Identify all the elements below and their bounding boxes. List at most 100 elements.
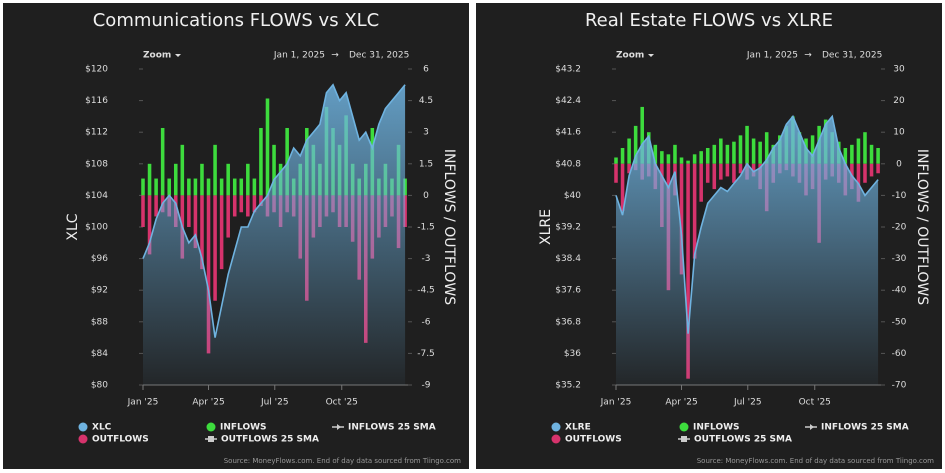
flow-bar — [252, 195, 257, 213]
flow-bar — [633, 125, 638, 164]
legend-label[interactable]: OUTFLOWS 25 SMA — [694, 435, 792, 445]
flow-bar — [876, 148, 880, 164]
flow-bar — [173, 163, 178, 196]
y2-tick-label: -6 — [422, 317, 431, 327]
y2-tick-label: 6 — [423, 65, 429, 75]
y-tick-label: $96 — [91, 254, 108, 264]
flow-bar — [259, 127, 263, 196]
flow-bar — [869, 163, 874, 177]
flow-bar — [673, 144, 677, 164]
legend-label[interactable]: OUTFLOWS 25 SMA — [221, 435, 319, 445]
chart-title: Real Estate FLOWS vs XLRE — [585, 10, 833, 31]
y-tick-label: $36.8 — [555, 317, 581, 327]
flow-bar — [869, 144, 874, 164]
zoom-button[interactable]: Zoom — [616, 51, 644, 61]
flow-bar — [141, 195, 145, 227]
flow-bar — [614, 157, 618, 164]
legend-label[interactable]: INFLOWS — [693, 423, 740, 433]
flow-bar — [863, 132, 867, 164]
legend-swatch — [679, 422, 689, 432]
flow-bar — [206, 178, 211, 196]
y-tick-label: $40 — [564, 191, 581, 201]
y-tick-label: $104 — [85, 191, 108, 201]
flow-bar — [738, 163, 743, 174]
range-start[interactable]: Jan 1, 2025 — [273, 51, 325, 61]
flow-bar — [732, 163, 736, 183]
y-tick-label: $35.2 — [555, 381, 581, 391]
legend-square — [681, 436, 687, 442]
x-tick-label: Apr '25 — [665, 398, 697, 408]
legend-label[interactable]: OUTFLOWS — [92, 435, 149, 445]
y2-tick-label: 1.5 — [419, 159, 433, 169]
y2-tick-label: 0 — [423, 191, 429, 201]
legend-swatch — [78, 434, 88, 444]
flow-bar — [725, 144, 730, 164]
range-arrow: → — [804, 51, 812, 61]
y2-tick-label: -60 — [892, 349, 907, 359]
y2-tick-label: 4.5 — [419, 96, 433, 106]
flow-bar — [285, 127, 289, 196]
y-tick-label: $120 — [85, 65, 108, 75]
flow-bar — [719, 163, 723, 180]
y2-tick-label: -7.5 — [417, 349, 435, 359]
flow-bar — [193, 178, 198, 196]
flow-bar — [246, 163, 250, 196]
flow-bar — [187, 195, 191, 227]
flow-bar — [705, 163, 710, 183]
range-end[interactable]: Dec 31, 2025 — [822, 51, 882, 61]
flow-bar — [758, 141, 762, 164]
y2-tick-label: 30 — [893, 65, 905, 75]
legend-label[interactable]: INFLOWS 25 SMA — [821, 423, 909, 433]
legend-label[interactable]: INFLOWS — [220, 423, 267, 433]
legend-arrow — [337, 424, 341, 430]
zoom-caret — [175, 54, 181, 57]
flow-bar — [141, 178, 145, 196]
flow-bar — [160, 127, 165, 196]
flow-bar — [666, 154, 671, 164]
y2-tick-label: -1.5 — [417, 223, 435, 233]
y-tick-label: $92 — [91, 286, 108, 296]
range-end[interactable]: Dec 31, 2025 — [349, 51, 409, 61]
legend-label[interactable]: INFLOWS 25 SMA — [348, 423, 436, 433]
flow-bar — [660, 151, 664, 164]
flow-bar — [246, 195, 250, 217]
y-tick-label: $112 — [85, 128, 108, 138]
y2-axis-label: INFLOWS / OUTFLOWS — [441, 149, 457, 305]
flow-bar — [252, 178, 257, 196]
legend-label[interactable]: XLC — [92, 423, 112, 433]
flow-bar — [147, 195, 152, 255]
y2-tick-label: -9 — [422, 381, 431, 391]
legend-label[interactable]: XLRE — [565, 423, 591, 433]
flow-bar — [206, 195, 211, 354]
flow-bar — [764, 132, 769, 164]
flow-bar — [213, 195, 217, 301]
legend-label[interactable]: OUTFLOWS — [565, 435, 622, 445]
flow-bar — [239, 195, 244, 213]
flow-bar — [843, 148, 848, 164]
y-tick-label: $39.2 — [555, 223, 581, 233]
flow-bar — [712, 163, 717, 190]
flow-bar — [200, 163, 204, 196]
y-tick-label: $37.6 — [555, 286, 581, 296]
flow-bar — [219, 195, 224, 270]
flow-bar — [640, 106, 644, 164]
y-tick-label: $80 — [91, 381, 108, 391]
legend-swatch — [206, 422, 216, 432]
flow-bar — [187, 178, 191, 196]
flow-bar — [738, 135, 743, 164]
flow-bar — [686, 160, 690, 164]
x-tick-label: Oct '25 — [326, 398, 358, 408]
flow-bar — [810, 135, 815, 164]
range-start[interactable]: Jan 1, 2025 — [746, 51, 798, 61]
y2-tick-label: -3 — [422, 254, 431, 264]
flow-bar — [699, 163, 703, 202]
range-arrow: → — [331, 51, 339, 61]
y-tick-label: $116 — [85, 96, 108, 106]
y2-tick-label: -4.5 — [417, 286, 435, 296]
legend-arrow — [810, 424, 814, 430]
zoom-button[interactable]: Zoom — [143, 51, 171, 61]
flow-bar — [193, 195, 198, 249]
y-tick-label: $88 — [91, 317, 108, 327]
y2-tick-label: 20 — [893, 96, 905, 106]
